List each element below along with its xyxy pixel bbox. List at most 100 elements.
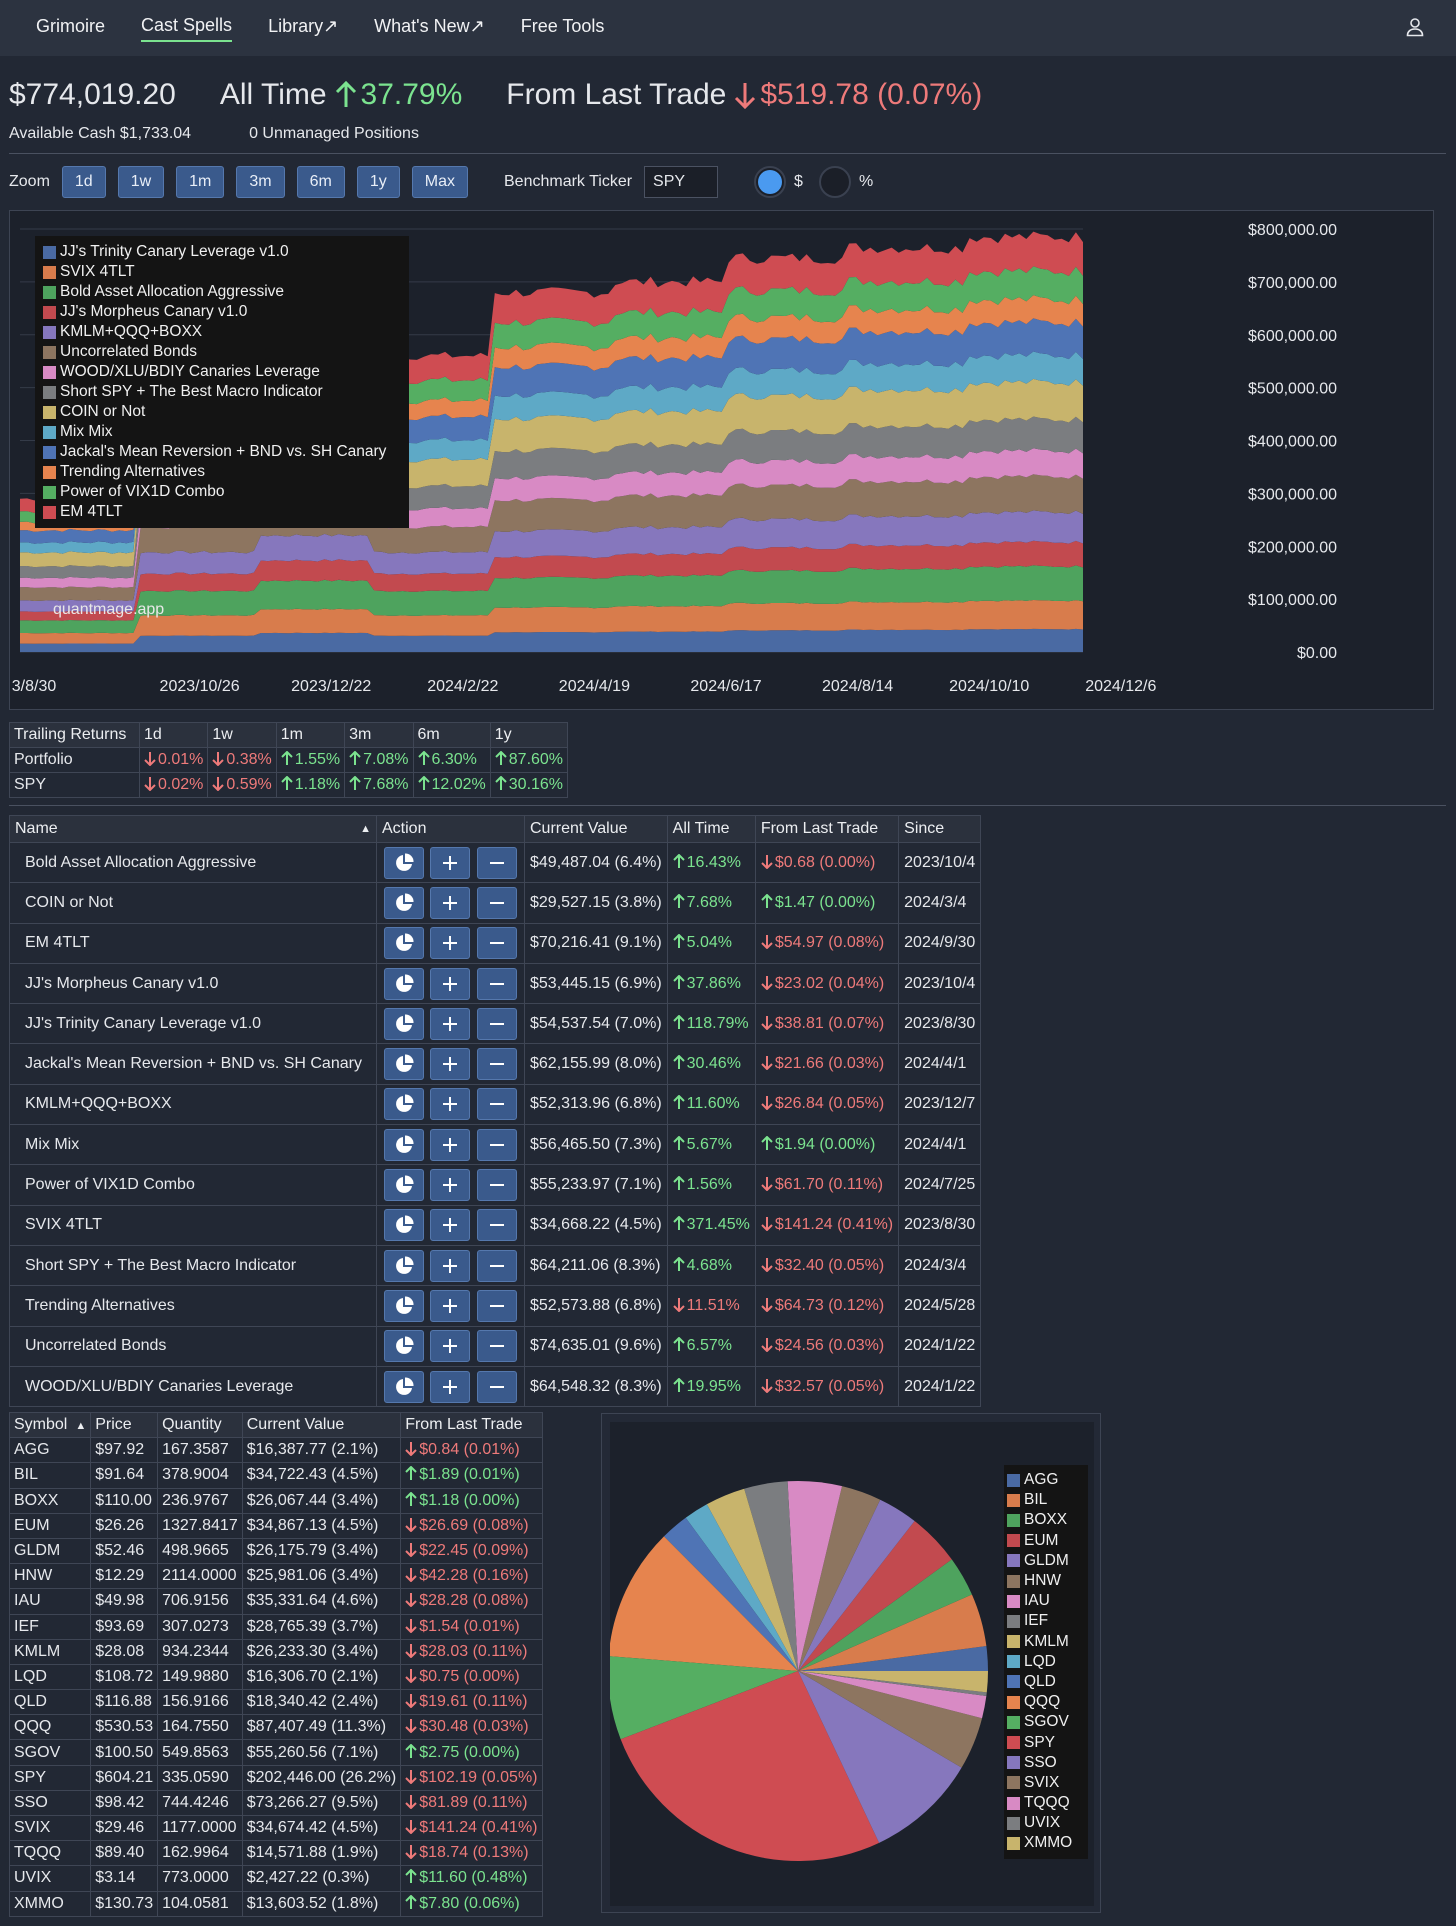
add-funds-button[interactable]	[430, 1007, 471, 1040]
pie-slice-lqd[interactable]	[685, 1504, 798, 1671]
withdraw-funds-button[interactable]	[476, 1088, 517, 1121]
holdings-header-symbol[interactable]: Symbol ▲	[8, 1411, 92, 1439]
strategy-name[interactable]: Bold Asset Allocation Aggressive	[9, 841, 377, 884]
add-funds-button[interactable]	[430, 1128, 471, 1161]
withdraw-funds-button[interactable]	[476, 927, 517, 960]
add-funds-button[interactable]	[430, 1048, 471, 1081]
legend-item[interactable]: Trending Alternatives	[43, 462, 403, 482]
withdraw-funds-button[interactable]	[476, 1169, 517, 1202]
allocation-button[interactable]	[384, 1330, 425, 1363]
strategy-name[interactable]: Short SPY + The Best Macro Indicator	[9, 1244, 377, 1287]
add-funds-button[interactable]	[430, 1249, 471, 1282]
withdraw-funds-button[interactable]	[476, 1007, 517, 1040]
legend-item[interactable]: Short SPY + The Best Macro Indicator	[43, 382, 403, 402]
allocation-button[interactable]	[384, 1370, 425, 1403]
strategy-name[interactable]: Trending Alternatives	[9, 1285, 377, 1327]
strategy-name[interactable]: Power of VIX1D Combo	[9, 1164, 377, 1206]
add-funds-button[interactable]	[430, 927, 471, 960]
legend-item[interactable]: JJ's Trinity Canary Leverage v1.0	[43, 242, 403, 262]
strategy-name[interactable]: Mix Mix	[9, 1124, 377, 1166]
strategies-header-all-time[interactable]: All Time	[666, 815, 756, 843]
legend-item[interactable]: JJ's Morpheus Canary v1.0	[43, 302, 403, 322]
pie-legend-item[interactable]: IEF	[1007, 1611, 1085, 1631]
legend-item[interactable]: Bold Asset Allocation Aggressive	[43, 282, 403, 302]
zoom-3m-button[interactable]: 3m	[236, 166, 285, 198]
pie-slice-sgov[interactable]	[610, 1656, 798, 1740]
pie-legend-item[interactable]: SSO	[1007, 1753, 1085, 1773]
pie-legend-item[interactable]: KMLM	[1007, 1632, 1085, 1652]
nav-cast-spells[interactable]: Cast Spells	[141, 15, 233, 42]
allocation-button[interactable]	[384, 1007, 425, 1040]
pie-slice-eum[interactable]	[798, 1520, 952, 1671]
pie-legend-item[interactable]: GLDM	[1007, 1551, 1085, 1571]
pie-slice-spy[interactable]	[620, 1671, 880, 1862]
pie-slice-bil[interactable]	[798, 1594, 987, 1671]
pie-slice-tqqq[interactable]	[798, 1671, 987, 1719]
add-funds-button[interactable]	[430, 1088, 471, 1121]
pie-legend-item[interactable]: UVIX	[1007, 1813, 1085, 1833]
withdraw-funds-button[interactable]	[476, 967, 517, 1000]
legend-item[interactable]: COIN or Not	[43, 402, 403, 422]
add-funds-button[interactable]	[430, 886, 471, 919]
strategies-header-from-last-trade[interactable]: From Last Trade	[754, 815, 900, 843]
pie-legend-item[interactable]: QLD	[1007, 1672, 1085, 1692]
nav-free-tools[interactable]: Free Tools	[520, 15, 605, 36]
pie-slice-agg[interactable]	[798, 1646, 988, 1671]
pie-legend-item[interactable]: QQQ	[1007, 1692, 1085, 1712]
strategy-name[interactable]: JJ's Morpheus Canary v1.0	[9, 962, 377, 1005]
pie-legend-item[interactable]: SGOV	[1007, 1712, 1085, 1732]
allocation-button[interactable]	[384, 1048, 425, 1081]
pie-slice-sso[interactable]	[798, 1671, 962, 1843]
pie-slice-iau[interactable]	[787, 1481, 843, 1671]
pie-slice-xmmo[interactable]	[798, 1671, 988, 1693]
allocation-button[interactable]	[384, 886, 425, 919]
legend-item[interactable]: Jackal's Mean Reversion + BND vs. SH Can…	[43, 442, 403, 462]
pie-slice-gldm[interactable]	[798, 1499, 915, 1671]
pie-slice-qqq[interactable]	[610, 1536, 798, 1671]
pie-legend-item[interactable]: TQQQ	[1007, 1793, 1085, 1813]
pie-legend-item[interactable]: BOXX	[1007, 1510, 1085, 1530]
user-icon[interactable]	[1404, 16, 1426, 38]
legend-item[interactable]: SVIX 4TLT	[43, 262, 403, 282]
pie-legend-item[interactable]: IAU	[1007, 1591, 1085, 1611]
pie-legend-item[interactable]: SVIX	[1007, 1773, 1085, 1793]
withdraw-funds-button[interactable]	[476, 1289, 517, 1322]
strategy-name[interactable]: JJ's Trinity Canary Leverage v1.0	[9, 1003, 377, 1045]
pie-slice-qld[interactable]	[663, 1517, 798, 1671]
withdraw-funds-button[interactable]	[476, 1330, 517, 1363]
zoom-1m-button[interactable]: 1m	[176, 166, 225, 198]
allocation-button[interactable]	[384, 846, 425, 879]
pie-legend-item[interactable]: XMMO	[1007, 1833, 1085, 1853]
strategy-name[interactable]: COIN or Not	[9, 882, 377, 924]
strategies-header-current-value[interactable]: Current Value	[524, 815, 668, 843]
nav-whats-new[interactable]: What's New↗	[374, 15, 485, 36]
nav-library[interactable]: Library↗	[268, 15, 339, 36]
legend-item[interactable]: Uncorrelated Bonds	[43, 342, 403, 362]
zoom-1y-button[interactable]: 1y	[356, 166, 400, 198]
benchmark-ticker-input[interactable]	[644, 166, 719, 198]
strategy-name[interactable]: Jackal's Mean Reversion + BND vs. SH Can…	[9, 1043, 377, 1085]
pie-slice-hnw[interactable]	[798, 1486, 881, 1671]
pie-slice-boxx[interactable]	[798, 1559, 972, 1671]
strategy-name[interactable]: WOOD/XLU/BDIY Canaries Leverage	[9, 1365, 377, 1408]
allocation-button[interactable]	[384, 1249, 425, 1282]
zoom-1d-button[interactable]: 1d	[61, 166, 106, 198]
allocation-button[interactable]	[384, 967, 425, 1000]
add-funds-button[interactable]	[430, 1289, 471, 1322]
pie-legend-item[interactable]: AGG	[1007, 1470, 1085, 1490]
add-funds-button[interactable]	[430, 1330, 471, 1363]
zoom-1w-button[interactable]: 1w	[117, 166, 165, 198]
allocation-button[interactable]	[384, 1128, 425, 1161]
allocation-button[interactable]	[384, 1209, 425, 1242]
legend-item[interactable]: WOOD/XLU/BDIY Canaries Leverage	[43, 362, 403, 382]
portfolio-chart[interactable]: $0.00 $100,000.00 $200,000.00 $300,000.00 $4…	[9, 210, 1434, 710]
holdings-header-current-value[interactable]: Current Value	[241, 1411, 402, 1439]
legend-item[interactable]: KMLM+QQQ+BOXX	[43, 322, 403, 342]
add-funds-button[interactable]	[430, 1370, 471, 1403]
withdraw-funds-button[interactable]	[476, 846, 517, 879]
pie-slice-kmlm[interactable]	[706, 1488, 798, 1671]
withdraw-funds-button[interactable]	[476, 886, 517, 919]
strategies-header-action[interactable]: Action	[376, 815, 525, 843]
pie-legend-item[interactable]: HNW	[1007, 1571, 1085, 1591]
pie-legend-item[interactable]: BIL	[1007, 1490, 1085, 1510]
